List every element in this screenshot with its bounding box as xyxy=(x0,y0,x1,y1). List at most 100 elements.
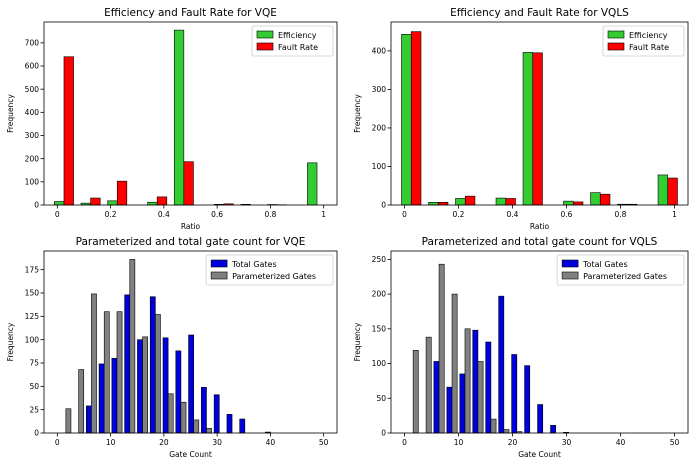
bar-parameterized-gates xyxy=(167,393,174,434)
x-tick-label: 30 xyxy=(562,438,572,447)
x-tick-label: 0 xyxy=(402,438,407,447)
y-tick-label: 50 xyxy=(376,394,386,403)
bar-total-gates xyxy=(226,414,233,434)
bar-efficiency xyxy=(495,197,507,206)
bar-parameterized-gates xyxy=(425,336,432,434)
legend-label: Parameterized Gates xyxy=(232,272,316,281)
y-tick-label: 200 xyxy=(372,124,387,133)
chart-title: Efficiency and Fault Rate for VQLS xyxy=(450,7,629,19)
x-tick-label: 0 xyxy=(402,210,407,219)
bar-total-gates xyxy=(149,296,156,434)
bar-total-gates xyxy=(124,294,131,434)
bar-total-gates xyxy=(137,339,143,434)
legend-box xyxy=(205,254,334,286)
x-tick-label: 0.8 xyxy=(615,210,627,219)
plot-frame xyxy=(43,250,338,434)
bar-parameterized-gates xyxy=(438,263,445,434)
bar-total-gates xyxy=(524,365,531,434)
y-tick-label: 0 xyxy=(381,429,386,438)
plot-frame xyxy=(390,21,689,206)
chart-1: 0 0.2 0.4 0.6 0.8 1 0 100 200 300 400 500 600 700 Effi… xyxy=(6,7,338,231)
bar-fault-rate xyxy=(572,201,584,206)
legend-label: Total Gates xyxy=(582,260,628,269)
y-tick-label: 0 xyxy=(381,201,386,210)
legend-label: Efficiency xyxy=(629,31,668,40)
bar-efficiency xyxy=(173,29,185,206)
x-tick-label: 40 xyxy=(266,438,276,447)
y-tick-label: 300 xyxy=(25,131,40,140)
bar-total-gates xyxy=(175,350,182,434)
legend: Efficiency Fault Rate xyxy=(602,25,685,57)
bar-total-gates xyxy=(550,425,557,434)
x-tick-label: 10 xyxy=(106,438,116,447)
bar-fault-rate xyxy=(90,197,101,206)
y-tick-label: 0 xyxy=(34,429,39,438)
bar-parameterized-gates xyxy=(142,336,148,434)
y-tick-label: 75 xyxy=(29,359,39,368)
y-tick-label: 300 xyxy=(372,85,387,94)
bar-parameterized-gates xyxy=(412,350,419,434)
y-tick-label: 100 xyxy=(25,177,40,186)
bar-parameterized-gates xyxy=(477,361,484,434)
x-tick-label: 0.4 xyxy=(158,210,170,219)
x-tick-label: 20 xyxy=(508,438,518,447)
legend-swatch xyxy=(561,271,579,280)
y-tick-label: 250 xyxy=(372,255,387,264)
y-tick-label: 100 xyxy=(372,359,387,368)
x-tick-label: 40 xyxy=(616,438,626,447)
bar-fault-rate xyxy=(437,202,449,206)
x-tick-label: 0.2 xyxy=(105,210,117,219)
bar-total-gates xyxy=(86,405,92,434)
bar-parameterized-gates xyxy=(464,328,471,434)
y-tick-label: 200 xyxy=(372,290,387,299)
bar-total-gates xyxy=(213,394,220,434)
bar-efficiency xyxy=(401,34,412,206)
bars xyxy=(412,263,569,434)
x-axis-label: Gate Count xyxy=(518,450,561,459)
bar-fault-rate xyxy=(410,31,422,206)
y-tick-label: 50 xyxy=(29,382,39,391)
bar-fault-rate xyxy=(63,56,74,206)
bar-fault-rate xyxy=(156,196,168,206)
bar-total-gates xyxy=(239,418,246,434)
legend-label: Parameterized Gates xyxy=(583,272,667,281)
x-tick-label: 0 xyxy=(55,210,60,219)
bar-efficiency xyxy=(590,192,601,206)
bar-fault-rate xyxy=(116,180,128,206)
bar-parameterized-gates xyxy=(91,293,97,434)
bar-total-gates xyxy=(459,373,466,434)
bar-efficiency xyxy=(522,52,534,206)
x-tick-label: 50 xyxy=(670,438,680,447)
x-tick-label: 0.6 xyxy=(561,210,573,219)
bar-parameterized-gates xyxy=(103,311,110,434)
bar-total-gates xyxy=(201,386,207,434)
bar-parameterized-gates xyxy=(180,401,187,434)
bar-total-gates xyxy=(433,361,440,434)
y-tick-label: 400 xyxy=(25,108,40,117)
y-axis-label: Frequency xyxy=(353,322,362,361)
y-tick-label: 150 xyxy=(25,289,40,298)
bar-efficiency xyxy=(428,202,439,206)
bar-total-gates xyxy=(537,404,544,434)
bar-total-gates xyxy=(188,334,194,434)
legend-label: Efficiency xyxy=(278,31,317,40)
bar-parameterized-gates xyxy=(490,418,497,434)
x-tick-label: 0.8 xyxy=(264,210,276,219)
legend-swatch xyxy=(256,42,274,51)
bars xyxy=(401,31,678,206)
y-tick-label: 400 xyxy=(372,46,387,55)
bar-total-gates xyxy=(511,354,518,434)
bar-fault-rate xyxy=(505,198,516,206)
y-tick-label: 150 xyxy=(372,324,387,333)
x-axis-label: Ratio xyxy=(530,222,550,231)
bar-fault-rate xyxy=(599,193,611,206)
bar-fault-rate xyxy=(667,177,678,206)
x-tick-label: 0 xyxy=(55,438,60,447)
legend: Total Gates Parameterized Gates xyxy=(205,254,334,286)
y-tick-label: 175 xyxy=(25,265,40,274)
bars xyxy=(65,259,271,434)
legend-swatch xyxy=(210,271,228,280)
bar-total-gates xyxy=(446,386,453,434)
legend-swatch xyxy=(256,30,274,39)
legend-label: Total Gates xyxy=(231,260,277,269)
